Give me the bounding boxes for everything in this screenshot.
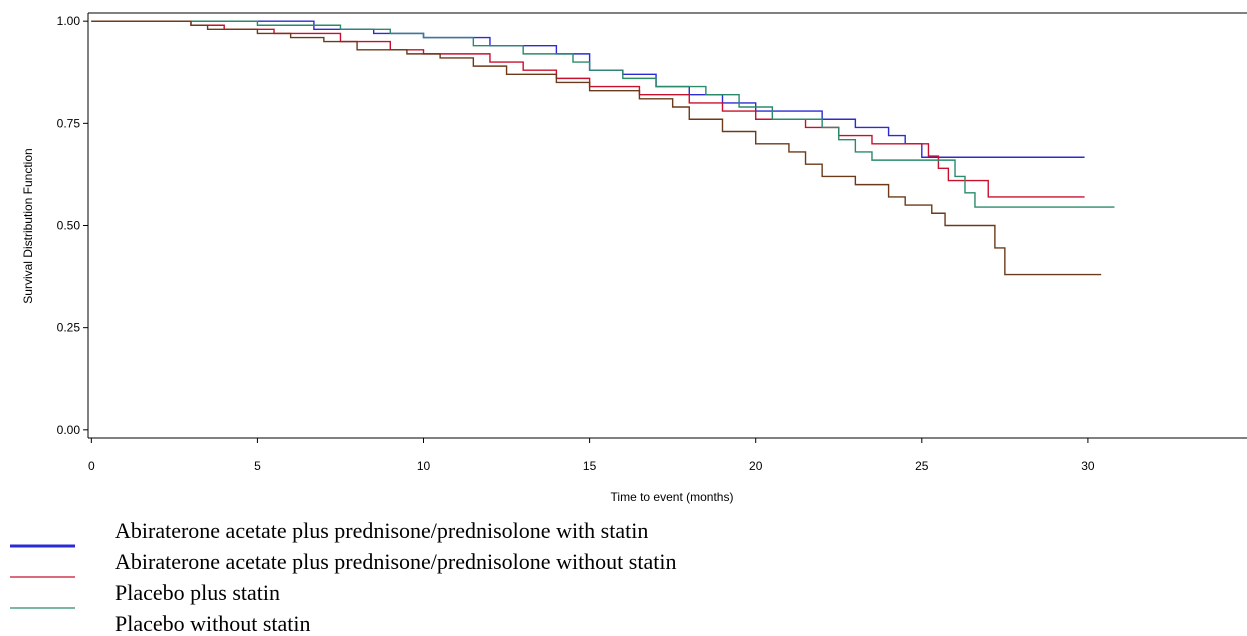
y-tick-label: 1.00 (57, 14, 81, 28)
survival-curve (91, 20, 1115, 208)
legend-label: Abiraterone acetate plus prednisone/pred… (115, 518, 648, 543)
x-tick-label: 0 (88, 459, 95, 473)
y-tick-label: 0.75 (57, 116, 81, 130)
y-axis-title: Survival Distribution Function (21, 148, 35, 303)
survival-curve (91, 20, 1102, 276)
y-tick-label: 0.00 (57, 423, 81, 437)
legend-label: Placebo without statin (115, 611, 311, 636)
survival-curve (91, 20, 1085, 198)
x-tick-label: 20 (749, 459, 763, 473)
x-tick-label: 15 (583, 459, 597, 473)
x-axis-title: Time to event (months) (611, 490, 734, 504)
legend-label: Placebo plus statin (115, 580, 280, 605)
x-tick-label: 10 (417, 459, 431, 473)
x-tick-label: 30 (1081, 459, 1095, 473)
y-tick-label: 0.50 (57, 219, 81, 233)
survival-curve (91, 20, 1085, 158)
y-tick-label: 0.25 (57, 321, 81, 335)
x-tick-label: 25 (915, 459, 929, 473)
legend-label: Abiraterone acetate plus prednisone/pred… (115, 549, 676, 574)
x-tick-label: 5 (254, 459, 261, 473)
